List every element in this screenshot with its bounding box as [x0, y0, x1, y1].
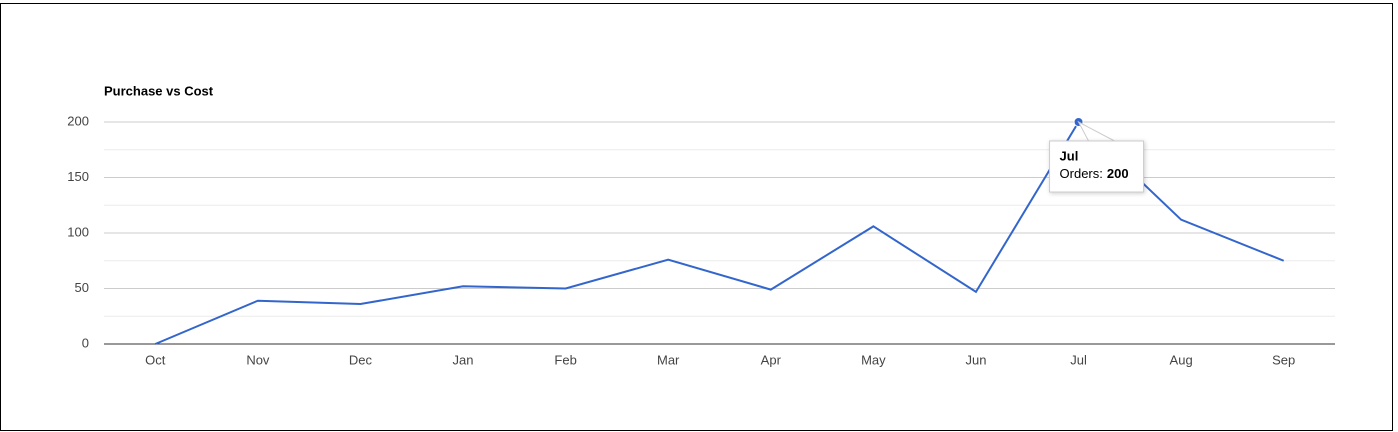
x-tick-label: May: [861, 352, 886, 367]
tooltip-value: 200: [1107, 166, 1129, 181]
y-tick-label: 100: [67, 224, 89, 239]
tooltip-label: Orders:: [1060, 166, 1103, 181]
chart-title: Purchase vs Cost: [104, 83, 214, 98]
tooltip: Jul Orders: 200: [1049, 120, 1145, 193]
x-tick-label: Feb: [554, 352, 576, 367]
x-tick-label: Dec: [349, 352, 373, 367]
y-tick-label: 0: [82, 335, 89, 350]
x-tick-label: Jul: [1070, 352, 1087, 367]
tooltip-title: Jul: [1060, 148, 1079, 163]
tooltip-cover: [1050, 141, 1143, 144]
x-tick-label: Aug: [1170, 352, 1193, 367]
y-tick-label: 50: [75, 280, 89, 295]
x-tick-label: Oct: [145, 352, 166, 367]
x-tick-label: Sep: [1272, 352, 1295, 367]
y-tick-label: 150: [67, 169, 89, 184]
x-tick-label: Apr: [761, 352, 782, 367]
x-tick-label: Jan: [453, 352, 474, 367]
x-tick-label: Mar: [657, 352, 680, 367]
y-tick-label: 200: [67, 113, 89, 128]
frame: [0, 3, 1393, 431]
tooltip-box: [1049, 140, 1145, 193]
x-tick-label: Jun: [965, 352, 986, 367]
x-tick-label: Nov: [246, 352, 270, 367]
tooltip-text: Orders: 200: [1060, 166, 1129, 181]
